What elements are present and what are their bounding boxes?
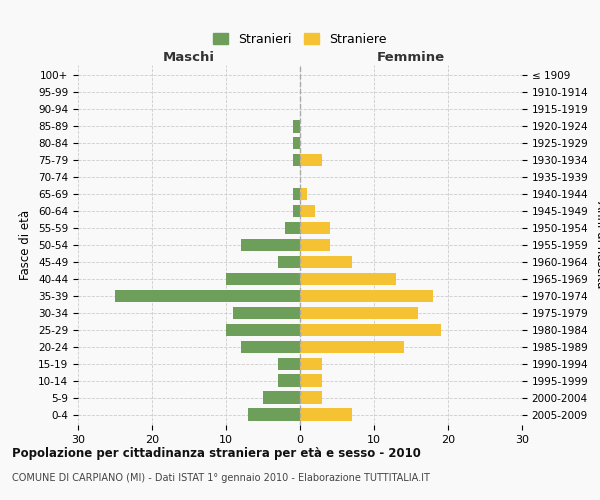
Bar (278, 256, 300, 268)
Bar (278, 358, 300, 370)
Y-axis label: Fasce di età: Fasce di età (19, 210, 32, 280)
Bar (300, 256, 352, 268)
Bar (248, 408, 300, 421)
Text: Popolazione per cittadinanza straniera per età e sesso - 2010: Popolazione per cittadinanza straniera p… (12, 448, 421, 460)
Bar (293, 204, 300, 218)
Bar (300, 408, 352, 421)
Bar (300, 340, 404, 353)
Bar (300, 324, 440, 336)
Bar (293, 154, 300, 166)
Bar (226, 272, 300, 285)
Bar (293, 136, 300, 149)
Bar (300, 204, 315, 218)
Bar (300, 358, 322, 370)
Bar (300, 306, 418, 320)
Bar (300, 238, 329, 252)
Bar (300, 154, 322, 166)
Bar (278, 374, 300, 387)
Bar (241, 238, 300, 252)
Bar (300, 188, 307, 200)
Legend: Stranieri, Straniere: Stranieri, Straniere (208, 28, 392, 51)
Text: Femmine: Femmine (377, 51, 445, 64)
Bar (226, 324, 300, 336)
Bar (115, 290, 300, 302)
Bar (300, 222, 329, 234)
Bar (263, 392, 300, 404)
Y-axis label: Anni di nascita: Anni di nascita (594, 202, 600, 288)
Bar (300, 290, 433, 302)
Bar (293, 120, 300, 132)
Bar (233, 306, 300, 320)
Bar (241, 340, 300, 353)
Bar (293, 188, 300, 200)
Bar (300, 392, 322, 404)
Bar (285, 222, 300, 234)
Bar (300, 272, 396, 285)
Bar (300, 374, 322, 387)
Text: Maschi: Maschi (163, 51, 215, 64)
Text: COMUNE DI CARPIANO (MI) - Dati ISTAT 1° gennaio 2010 - Elaborazione TUTTITALIA.I: COMUNE DI CARPIANO (MI) - Dati ISTAT 1° … (12, 473, 430, 483)
